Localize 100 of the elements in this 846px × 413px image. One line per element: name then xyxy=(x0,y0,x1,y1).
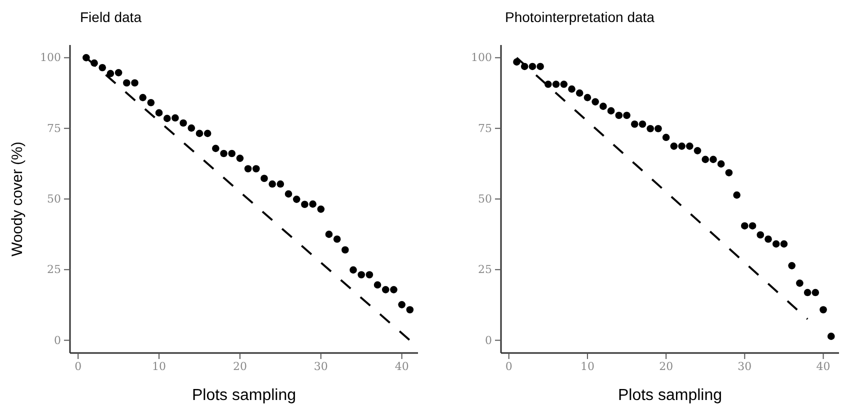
point xyxy=(812,288,820,296)
point xyxy=(756,231,764,239)
point xyxy=(220,150,228,158)
point xyxy=(301,200,308,208)
point xyxy=(600,102,607,110)
y-tick-label: 0 xyxy=(54,334,61,347)
point xyxy=(662,134,670,142)
x-tick-label: 40 xyxy=(816,360,830,373)
y-tick-label: 100 xyxy=(471,51,492,64)
x-tick-label: 10 xyxy=(580,360,594,373)
point xyxy=(748,222,756,230)
point xyxy=(155,109,163,116)
point xyxy=(147,98,155,106)
point xyxy=(398,301,406,308)
point xyxy=(252,165,260,172)
point xyxy=(646,124,654,132)
point xyxy=(710,156,717,164)
point xyxy=(163,114,171,122)
point xyxy=(717,160,725,168)
point xyxy=(552,80,560,88)
point xyxy=(106,70,114,78)
x-tick-label: 40 xyxy=(394,360,409,373)
y-axis-title: Woody cover (%) xyxy=(9,142,26,256)
y-tick-label: 0 xyxy=(485,334,492,347)
x-axis-title: Plots sampling xyxy=(192,387,296,404)
point xyxy=(772,240,780,248)
point xyxy=(741,222,748,230)
point xyxy=(212,144,220,152)
x-tick-label: 0 xyxy=(74,360,82,373)
y-tick-label: 75 xyxy=(478,122,492,135)
x-tick-label: 20 xyxy=(659,360,674,373)
point xyxy=(276,180,284,188)
point xyxy=(630,120,638,128)
y-tick-label: 100 xyxy=(40,51,61,64)
point xyxy=(678,142,686,150)
point xyxy=(528,62,536,70)
point xyxy=(638,120,646,128)
x-tick-label: 20 xyxy=(232,360,247,373)
point xyxy=(406,306,414,314)
point xyxy=(268,180,276,188)
point xyxy=(827,332,835,340)
chart-title: Field data xyxy=(80,9,142,25)
x-tick-label: 30 xyxy=(314,360,328,373)
point xyxy=(607,107,615,114)
point xyxy=(733,191,740,199)
point xyxy=(686,142,694,150)
point xyxy=(544,80,552,88)
point xyxy=(374,281,382,289)
point xyxy=(615,112,623,120)
point xyxy=(694,147,702,154)
point xyxy=(592,98,599,106)
point xyxy=(350,266,357,274)
point xyxy=(260,174,268,182)
point xyxy=(309,200,316,208)
x-axis-title: Plots sampling xyxy=(618,387,722,404)
point xyxy=(702,156,710,164)
point xyxy=(114,69,122,76)
point xyxy=(623,112,630,120)
point xyxy=(568,85,576,93)
x-tick-label: 10 xyxy=(152,360,166,373)
point xyxy=(292,196,300,203)
point xyxy=(560,80,568,88)
point xyxy=(584,94,592,102)
point xyxy=(796,280,804,287)
point xyxy=(172,114,179,122)
point xyxy=(780,240,788,248)
point xyxy=(654,124,662,132)
y-tick-label: 75 xyxy=(47,122,61,135)
point xyxy=(725,169,733,176)
point xyxy=(358,271,366,278)
y-tick-label: 50 xyxy=(478,192,492,206)
point xyxy=(122,79,130,87)
point xyxy=(180,119,187,127)
point xyxy=(196,130,204,138)
x-tick-label: 0 xyxy=(505,360,512,373)
point xyxy=(244,165,252,172)
point xyxy=(390,286,398,294)
point xyxy=(317,206,325,213)
point xyxy=(576,89,584,97)
point xyxy=(342,246,349,254)
point xyxy=(804,288,812,296)
point xyxy=(284,190,292,198)
point xyxy=(333,235,341,243)
point xyxy=(204,130,212,138)
x-tick-label: 30 xyxy=(738,360,752,373)
point xyxy=(788,262,796,270)
chart-title: Photointerpretation data xyxy=(505,9,655,25)
point xyxy=(139,94,146,102)
y-tick-label: 50 xyxy=(47,192,61,206)
point xyxy=(820,306,827,314)
y-tick-label: 25 xyxy=(47,263,61,276)
point xyxy=(536,62,544,70)
point xyxy=(131,79,138,87)
point xyxy=(188,124,196,132)
point xyxy=(366,271,374,278)
point xyxy=(228,150,236,158)
point xyxy=(764,235,772,243)
point xyxy=(382,286,390,294)
point xyxy=(98,64,106,72)
point xyxy=(670,142,678,150)
